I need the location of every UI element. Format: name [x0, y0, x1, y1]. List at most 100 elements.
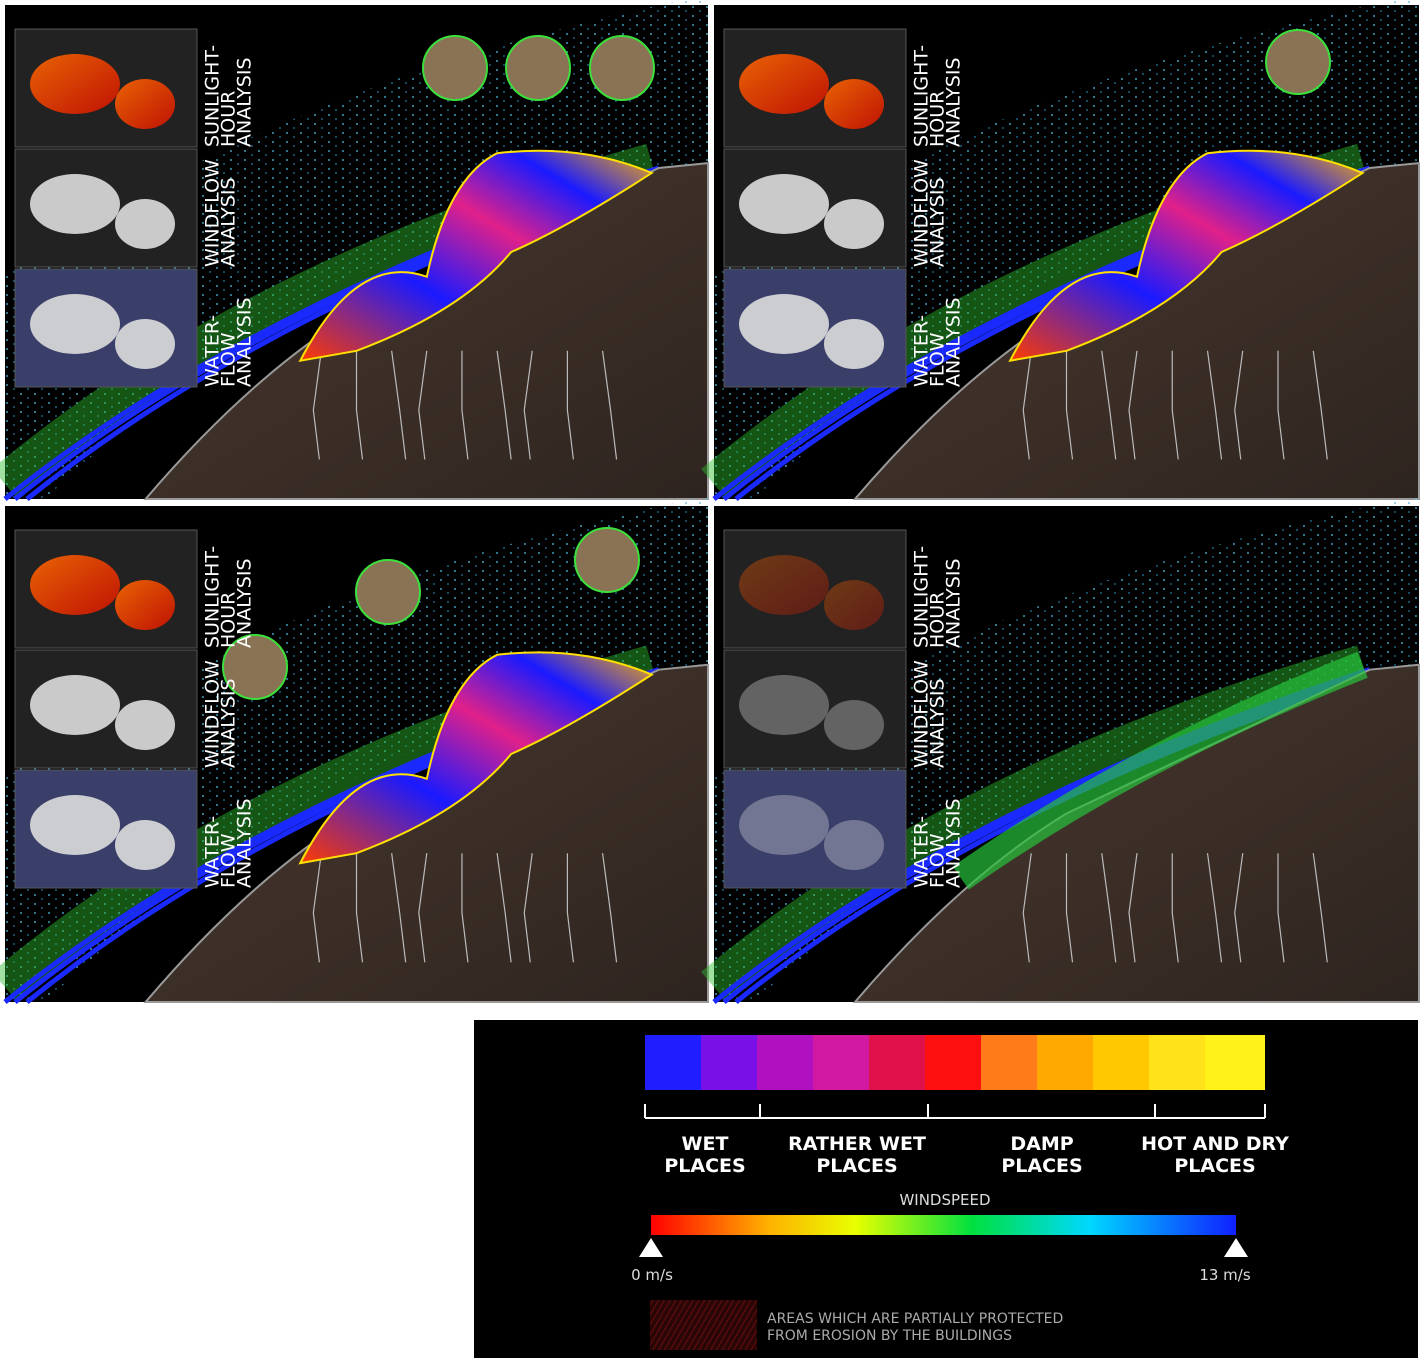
building-cluster — [1008, 149, 1365, 363]
inset-label: WINDFLOW — [202, 159, 224, 267]
windspeed-title: WINDSPEED — [899, 1191, 990, 1209]
zone-bracket — [644, 1104, 1266, 1119]
detail-lens — [1265, 29, 1331, 95]
inset-label: ANALYSIS — [234, 57, 256, 147]
zone-label: HOT AND DRY — [1141, 1133, 1289, 1155]
foundation-line — [1128, 350, 1138, 460]
foundation-line — [1171, 853, 1179, 963]
inset-label: HOUR — [218, 592, 240, 648]
inset-label: WATER- — [202, 315, 224, 387]
detail-lens — [589, 35, 655, 101]
detail-lens — [222, 634, 288, 700]
panel: SUNLIGHT-HOURANALYSISWINDFLOWANALYSISWAT… — [701, 496, 1420, 1004]
inset-label: ANALYSIS — [943, 297, 965, 387]
inset-image — [723, 769, 907, 889]
inset-shape — [824, 79, 884, 129]
foundation-line — [496, 350, 512, 460]
inset-label: WATER- — [202, 816, 224, 888]
inset-label: SUNLIGHT- — [911, 45, 933, 147]
inset-shape — [739, 795, 829, 855]
zone-label: PLACES — [664, 1155, 745, 1177]
inset-image — [723, 649, 907, 769]
foundation-line — [1171, 350, 1179, 460]
inset-label: ANALYSIS — [943, 57, 965, 147]
foundation-line — [1206, 350, 1223, 460]
foundation-line — [523, 350, 533, 460]
foundation-line — [312, 350, 322, 460]
inset-label: FLOW — [927, 332, 949, 387]
foundation-line — [461, 853, 469, 963]
zone-label: DAMP — [1010, 1133, 1073, 1155]
inset-shape — [115, 700, 175, 750]
inset-label: ANALYSIS — [927, 678, 949, 768]
foundation-line — [1312, 350, 1328, 460]
inset-label: ANALYSIS — [943, 558, 965, 648]
color-scale — [645, 1035, 1265, 1090]
inset-label: FLOW — [927, 833, 949, 888]
inset-shape — [824, 700, 884, 750]
detail-lens — [574, 527, 640, 593]
inset-shape — [824, 580, 884, 630]
foundation-line — [566, 853, 574, 963]
panel: SUNLIGHT-HOURANALYSISWINDFLOWANALYSISWAT… — [0, 496, 709, 1004]
foundation-line — [1234, 350, 1244, 460]
foundation-line — [1065, 350, 1074, 460]
inset-shape — [824, 820, 884, 870]
inset-label: WATER- — [911, 315, 933, 387]
foundation-line — [1206, 853, 1223, 963]
vegetation — [952, 651, 1368, 890]
inset-label: ANALYSIS — [234, 297, 256, 387]
zone-label: PLACES — [816, 1155, 897, 1177]
foundation-line — [1277, 350, 1285, 460]
foundation-line — [1022, 853, 1032, 963]
foundation-line — [1065, 853, 1074, 963]
inset-label: HOUR — [927, 91, 949, 147]
detail-lens — [505, 35, 571, 101]
inset-label: SUNLIGHT- — [202, 546, 224, 648]
inset-shape — [739, 54, 829, 114]
inset-shape — [30, 174, 120, 234]
zone-label: WET — [682, 1133, 729, 1155]
inset-shape — [824, 319, 884, 369]
inset-label: FLOW — [218, 833, 240, 888]
foundation-line — [1101, 853, 1117, 963]
inset-shape — [115, 79, 175, 129]
inset-shape — [739, 174, 829, 234]
foundation-line — [1128, 853, 1138, 963]
zone-label: PLACES — [1174, 1155, 1255, 1177]
inset-shape — [115, 319, 175, 369]
foundation-line — [418, 853, 428, 963]
foundation-line — [1234, 853, 1244, 963]
panel: SUNLIGHT-HOURANALYSISWINDFLOWANALYSISWAT… — [0, 0, 709, 501]
foundation-line — [355, 350, 364, 460]
foundation-line — [391, 853, 407, 963]
inset-label: WINDFLOW — [911, 159, 933, 267]
inset-shape — [739, 294, 829, 354]
inset-label: WINDFLOW — [202, 660, 224, 768]
inset-label: ANALYSIS — [927, 177, 949, 267]
inset-shape — [30, 795, 120, 855]
detail-lens — [355, 559, 421, 625]
legend: WINDSPEED 0 m/s 13 m/s AREAS WHICH ARE P… — [631, 1035, 1289, 1350]
inset-shape — [115, 580, 175, 630]
foundation-line — [355, 853, 364, 963]
inset-label: WATER- — [911, 816, 933, 888]
inset-label: ANALYSIS — [218, 177, 240, 267]
inset-shape — [30, 555, 120, 615]
inset-shape — [30, 294, 120, 354]
windspeed-max: 13 m/s — [1199, 1266, 1251, 1284]
foundation-line — [601, 350, 618, 460]
note-line: FROM EROSION BY THE BUILDINGS — [767, 1328, 1012, 1344]
foundation-line — [1277, 853, 1285, 963]
